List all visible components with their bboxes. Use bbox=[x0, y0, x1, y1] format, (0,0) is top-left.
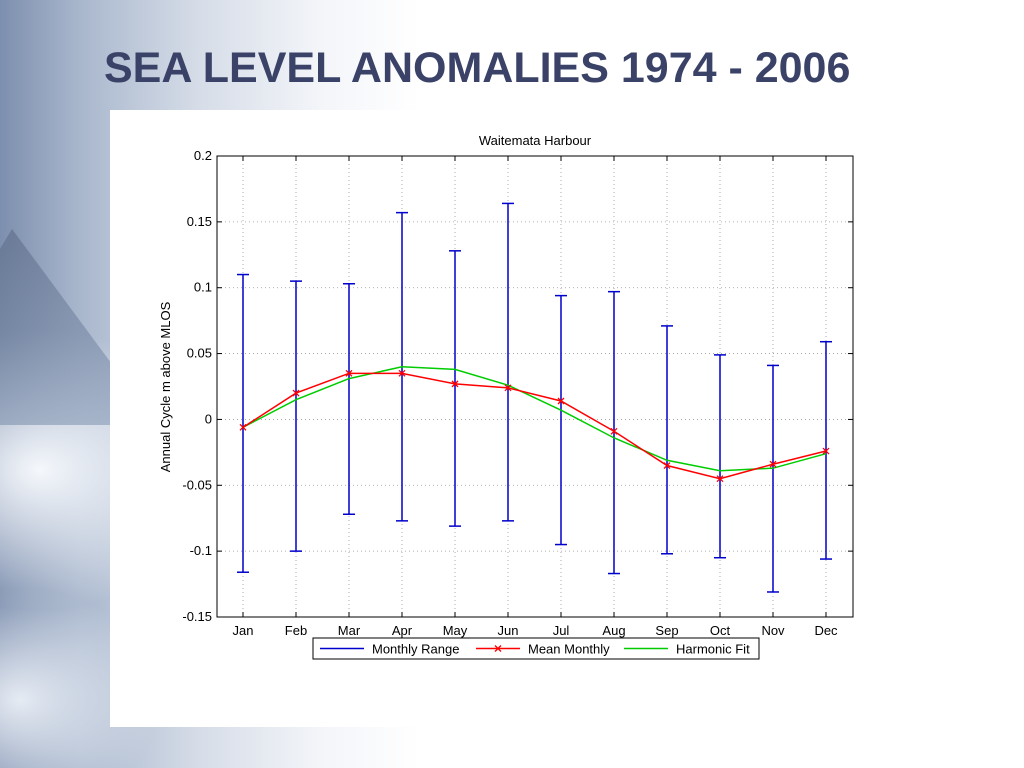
mean-monthly-point bbox=[398, 369, 406, 377]
monthly-range-bar bbox=[767, 364, 779, 593]
mean-monthly-line bbox=[242, 372, 827, 480]
y-tick-label: 0.05 bbox=[187, 346, 212, 361]
marker-stroke bbox=[769, 460, 777, 468]
mean-monthly-point bbox=[769, 460, 777, 468]
marker-stroke bbox=[610, 427, 618, 435]
x-tick-label: Apr bbox=[392, 623, 413, 638]
x-tick-label: Mar bbox=[338, 623, 361, 638]
mean-monthly-point bbox=[822, 447, 830, 455]
marker-stroke bbox=[716, 475, 724, 483]
y-tick-label: 0.15 bbox=[187, 214, 212, 229]
monthly-range-bar bbox=[502, 202, 514, 522]
y-tick-label: -0.15 bbox=[182, 609, 212, 624]
x-tick-label: Jan bbox=[233, 623, 254, 638]
monthly-range-bar bbox=[237, 273, 249, 573]
legend-marker bbox=[494, 645, 502, 652]
chart-panel: 0.2 0.15 0.1 0.05 0 -0.05 -0.1 -0.15 Jan Feb Mar A… bbox=[110, 110, 864, 727]
mean-monthly-point bbox=[292, 389, 300, 397]
x-tick-label: May bbox=[443, 623, 468, 638]
mean-monthly-point bbox=[663, 462, 671, 469]
monthly-range-bar bbox=[290, 280, 302, 552]
x-tick-label: Feb bbox=[285, 623, 307, 638]
axis-ticks bbox=[217, 155, 853, 618]
series-layer bbox=[237, 202, 832, 593]
marker-stroke bbox=[504, 384, 512, 392]
monthly-range-bar bbox=[449, 250, 461, 527]
y-tick-label: 0 bbox=[205, 411, 212, 426]
y-tick-label: -0.05 bbox=[182, 477, 212, 492]
y-tick-labels: 0.2 0.15 0.1 0.05 0 -0.05 -0.1 -0.15 bbox=[182, 148, 212, 624]
legend-entry: Harmonic Fit bbox=[624, 642, 750, 657]
monthly-range-bar bbox=[714, 354, 726, 559]
marker-stroke bbox=[398, 369, 406, 377]
harmonic-fit-line bbox=[242, 365, 827, 472]
legend-label: Monthly Range bbox=[372, 642, 459, 657]
x-tick-label: Nov bbox=[761, 623, 785, 638]
marker-stroke bbox=[822, 447, 830, 455]
legend-entry: Mean Monthly bbox=[476, 642, 610, 657]
legend-label: Harmonic Fit bbox=[676, 642, 750, 657]
x-tick-labels: Jan Feb Mar Apr May Jun Jul Aug Sep Oct Nov Dec bbox=[233, 623, 839, 638]
monthly-range-bar bbox=[555, 294, 567, 546]
x-tick-label: Sep bbox=[655, 623, 678, 638]
x-tick-label: Oct bbox=[710, 623, 731, 638]
marker-stroke bbox=[663, 462, 671, 469]
mean-monthly-point bbox=[239, 423, 247, 431]
plot-area bbox=[216, 155, 854, 618]
chart-legend: Monthly Range Mean Monthly Harmonic Fit bbox=[312, 637, 760, 660]
x-tick-label: Dec bbox=[814, 623, 838, 638]
y-tick-label: 0.2 bbox=[194, 148, 212, 163]
legend-entry: Monthly Range bbox=[320, 642, 459, 657]
marker-stroke bbox=[292, 389, 300, 397]
y-tick-label: 0.1 bbox=[194, 280, 212, 295]
monthly-range-bar bbox=[608, 290, 620, 575]
mean-monthly-point bbox=[345, 369, 353, 377]
sea-level-chart: 0.2 0.15 0.1 0.05 0 -0.05 -0.1 -0.15 Jan Feb Mar A… bbox=[158, 133, 854, 660]
marker-stroke bbox=[345, 369, 353, 377]
monthly-range-bar bbox=[343, 283, 355, 516]
y-tick-label: -0.1 bbox=[190, 543, 212, 558]
x-tick-label: Aug bbox=[602, 623, 625, 638]
mean-monthly-point bbox=[451, 380, 459, 388]
legend-label: Mean Monthly bbox=[528, 642, 610, 657]
x-tick-label: Jul bbox=[553, 623, 570, 638]
marker-stroke bbox=[557, 397, 565, 405]
mean-monthly-point bbox=[504, 384, 512, 392]
x-tick-label: Jun bbox=[498, 623, 519, 638]
slide-title: SEA LEVEL ANOMALIES 1974 - 2006 bbox=[104, 44, 851, 92]
marker-stroke bbox=[451, 380, 459, 388]
monthly-range-bar bbox=[661, 325, 673, 555]
mean-monthly-point bbox=[557, 397, 565, 405]
mean-monthly-point bbox=[716, 475, 724, 483]
marker-stroke bbox=[239, 423, 247, 431]
mean-monthly-point bbox=[610, 427, 618, 435]
legend-box bbox=[312, 637, 760, 660]
y-axis-label: Annual Cycle m above MLOS bbox=[158, 301, 173, 472]
chart-title: Waitemata Harbour bbox=[479, 133, 592, 148]
